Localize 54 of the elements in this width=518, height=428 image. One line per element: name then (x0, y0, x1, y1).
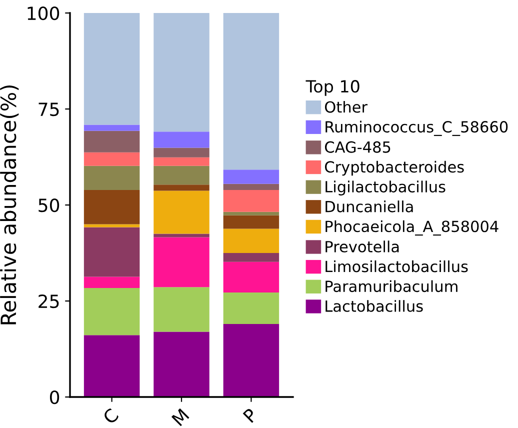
bar (84, 288, 140, 336)
bar (154, 132, 210, 148)
bar (223, 262, 280, 293)
x-tick-label: P (242, 408, 258, 423)
bar (223, 292, 280, 324)
y-tick-label: 100 (28, 6, 60, 20)
x-tick-label: C (102, 408, 120, 425)
bar (154, 234, 210, 238)
bar (84, 227, 140, 277)
bar (154, 190, 210, 234)
legend-title: Top 10 (306, 80, 360, 96)
bar (154, 237, 210, 288)
y-tick-label: 25 (38, 294, 59, 308)
legend-label: Duncaniella (326, 200, 413, 212)
bar (84, 152, 140, 166)
bar (223, 228, 280, 253)
bar (223, 253, 280, 262)
bar (84, 224, 140, 228)
legend-label: Ligilactobacillus (326, 180, 446, 196)
bar (223, 212, 280, 216)
x-tick-label: M (171, 408, 190, 426)
bar (154, 148, 210, 158)
y-tick-label: 50 (38, 198, 60, 212)
bar (223, 170, 280, 184)
legend-label: Paramuribaculum (326, 280, 458, 292)
legend-label: Phocaeicola_A_858004 (326, 220, 498, 236)
bar (84, 166, 140, 190)
bar (223, 184, 280, 190)
bar (223, 215, 280, 229)
bar (154, 332, 210, 397)
y-axis-title: Relative abundance(%) (0, 86, 19, 324)
legend-label: Other (324, 100, 368, 113)
bar (84, 276, 140, 288)
legend-label: Limosilactobacillus (326, 260, 468, 272)
bar (154, 13, 210, 132)
bar (223, 324, 280, 397)
legend-label: Ruminococcus_C_58660 (326, 120, 508, 136)
bar (223, 13, 280, 170)
bar (84, 130, 140, 152)
bar (84, 335, 140, 397)
bar (223, 190, 280, 212)
bar (154, 184, 210, 191)
legend-label: Lactobacillus (326, 300, 423, 312)
legend-label: Prevotella (326, 240, 399, 252)
bar (154, 166, 210, 185)
bar (84, 190, 140, 224)
y-tick-label: 0 (50, 390, 60, 404)
y-tick-label: 75 (38, 102, 59, 116)
legend-label: Cryptobacteroides (324, 160, 464, 176)
bar (154, 157, 210, 166)
bar (154, 287, 210, 332)
bar (84, 124, 140, 131)
bar (84, 13, 140, 125)
legend-label: CAG-485 (324, 141, 390, 153)
